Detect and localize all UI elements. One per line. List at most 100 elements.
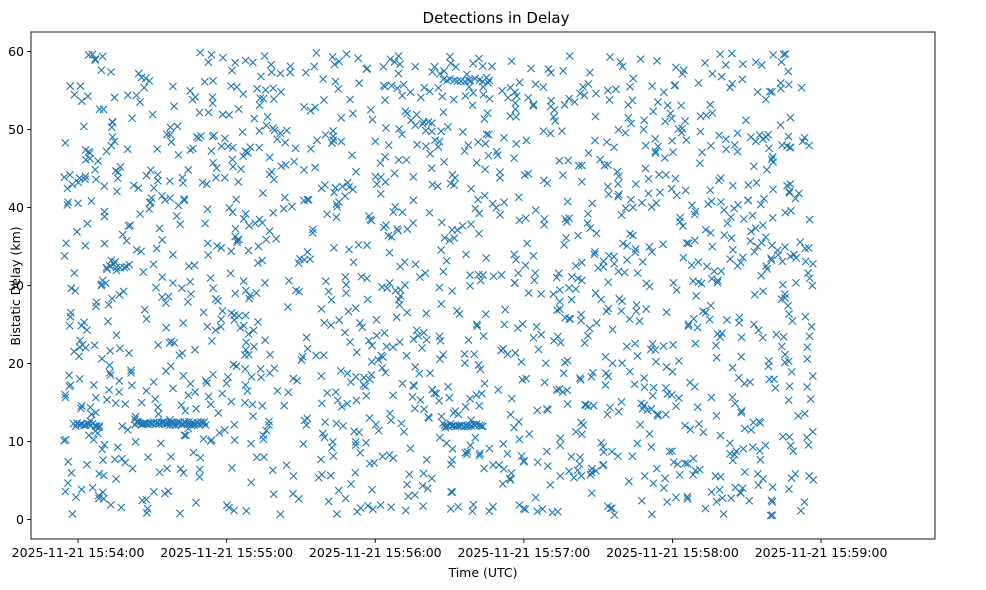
detection-point [106,371,115,380]
detection-point [118,422,127,431]
detection-point [654,142,663,151]
detection-point [395,124,404,133]
detection-point [84,50,93,59]
detection-point [413,140,422,149]
detection-point [378,363,387,372]
detection-point [232,362,241,371]
detection-point [540,214,549,223]
detection-point [515,216,524,225]
detection-point [158,191,167,200]
detection-point [586,470,595,479]
detection-point [116,162,125,171]
detection-point [411,121,420,130]
detection-point [241,56,250,65]
detection-point [365,211,374,220]
detection-point [577,316,586,325]
detection-point [327,295,336,304]
detection-point [540,220,549,229]
detection-point [334,84,343,93]
detection-point [462,250,471,259]
detection-point [610,511,619,519]
detection-point [683,494,692,503]
detection-point [372,315,381,324]
detection-point [345,183,354,191]
detection-point [751,137,760,146]
detection-point [127,381,136,390]
detection-point [466,441,475,450]
detection-point [329,136,338,145]
detection-point [592,466,600,475]
detection-point [265,153,274,162]
detection-point [805,141,814,150]
detection-point [170,102,179,111]
detection-point [207,337,216,346]
detection-point [628,203,637,212]
detection-point [732,447,741,456]
detection-point [448,170,457,179]
detection-point [548,508,557,517]
detection-point [247,478,256,487]
detection-point [651,134,660,143]
detection-point [321,130,330,139]
detection-point [81,155,90,164]
detection-point [446,460,455,469]
detection-point [426,149,435,158]
detection-point [503,449,512,458]
detection-point [560,240,569,249]
x-tick-label: 2025-11-21 15:57:00 [457,545,590,560]
detection-point [613,452,622,461]
detection-point [61,393,70,402]
detection-point [635,317,644,326]
detection-point [112,474,121,483]
detection-point [303,414,312,423]
detection-point [330,60,339,69]
detection-point [362,274,371,283]
detection-point [394,52,403,61]
detection-point [737,406,746,415]
detection-point [661,474,670,483]
detection-point [531,206,540,215]
detection-point [761,95,770,104]
detection-point [240,398,249,407]
detection-point [532,322,541,331]
detection-point [662,308,671,317]
detection-point [605,95,614,104]
detection-point [778,141,787,150]
detection-point [403,308,412,317]
detection-point [604,251,613,260]
detection-point [585,68,594,77]
detection-point [81,172,90,181]
detection-point [269,490,278,499]
detection-point [374,355,383,364]
detection-point [75,374,84,383]
detection-point [63,200,72,209]
detection-point [784,396,793,405]
detection-point [726,255,735,264]
detection-point [173,122,182,131]
x-tick-label: 2025-11-21 15:54:00 [12,545,145,560]
detection-point [623,241,632,250]
detection-point [269,208,278,217]
detection-point [678,69,687,78]
detection-point [414,331,423,340]
detection-point [517,357,526,366]
detection-point [431,136,439,145]
detection-point [123,91,132,100]
detection-point [136,97,145,106]
detection-point [378,452,387,461]
detection-point [608,325,617,334]
detection-point [262,426,271,435]
detection-point [687,261,696,270]
detection-point [112,263,121,272]
detection-point [524,93,533,102]
detection-point [231,224,240,233]
detection-point [389,343,398,352]
detection-point [264,421,273,430]
detection-point [745,496,754,505]
detection-point [757,61,766,69]
detection-point [364,336,373,345]
detection-point [567,295,576,304]
detection-point [371,420,380,429]
detection-point [345,245,354,254]
detection-point [127,366,135,375]
